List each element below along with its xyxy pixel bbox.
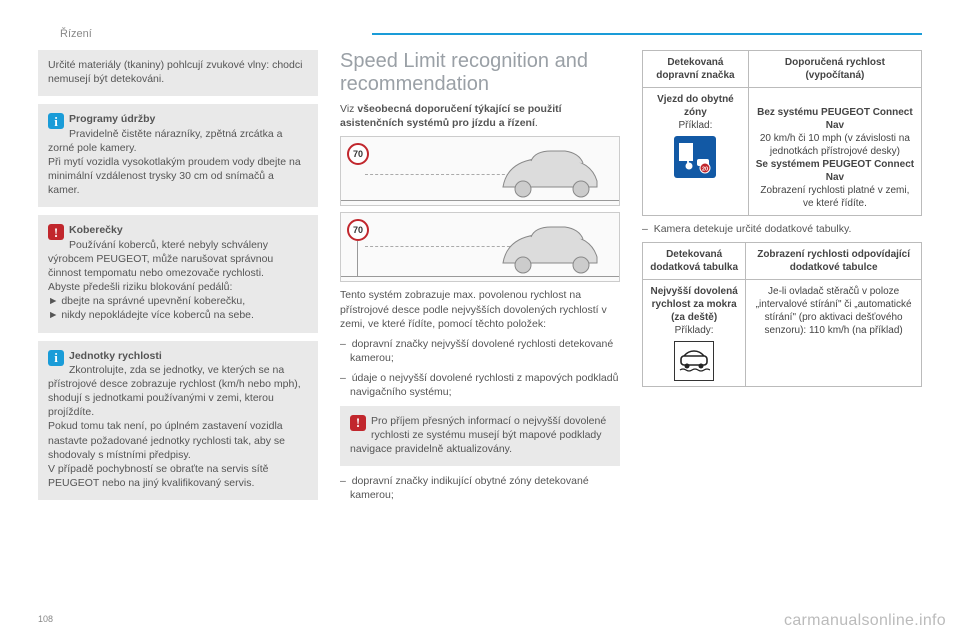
bullet: ► nikdy nepokládejte více koberců na seb… bbox=[48, 309, 254, 321]
list-item: – dopravní značky indikující obytné zóny… bbox=[340, 474, 620, 502]
watermark: carmanualsonline.info bbox=[784, 612, 946, 630]
column-left: Určité materiály (tkaniny) pohlcují zvuk… bbox=[38, 50, 318, 508]
warn-icon: ! bbox=[48, 224, 64, 240]
column-middle: Speed Limit recognition and recommendati… bbox=[340, 50, 620, 508]
list-item: – údaje o nejvyšší dovolené rychlosti z … bbox=[340, 371, 620, 399]
th: Zobrazení rychlosti odpovídající dodatko… bbox=[746, 243, 922, 280]
info-icon: i bbox=[48, 113, 64, 129]
section-heading: Speed Limit recognition and recommendati… bbox=[340, 50, 620, 96]
list-item: – Kamera detekuje určité dodatkové tabul… bbox=[642, 222, 922, 236]
list-item: – dopravní značky nejvyšší dovolené rych… bbox=[340, 337, 620, 365]
td: Vjezd do obytné zóny Příklad: 20 bbox=[643, 88, 749, 216]
figure-pole: 70 bbox=[340, 212, 620, 282]
table-additional-plate: Detekovaná dodatková tabulka Zobrazení r… bbox=[642, 242, 922, 387]
warn-icon: ! bbox=[350, 415, 366, 431]
note-body: Pravidelně čistěte nárazníky, zpětná zrc… bbox=[48, 128, 301, 197]
residential-zone-sign-icon: 20 bbox=[674, 136, 716, 178]
intro-text: Viz všeobecná doporučení týkající se pou… bbox=[340, 102, 620, 130]
th: Doporučená rychlost (vypočítaná) bbox=[748, 51, 921, 88]
car-icon bbox=[495, 143, 605, 199]
car-icon bbox=[495, 219, 605, 275]
wet-road-sign-icon bbox=[674, 341, 714, 381]
td: Je-li ovladač stěračů v poloze „interval… bbox=[746, 280, 922, 387]
note-materials: Určité materiály (tkaniny) pohlcují zvuk… bbox=[38, 50, 318, 96]
page-number: 108 bbox=[38, 614, 53, 624]
speed-sign-icon: 70 bbox=[347, 143, 369, 165]
info-icon: i bbox=[48, 350, 64, 366]
note-text: Určité materiály (tkaniny) pohlcují zvuk… bbox=[48, 59, 302, 85]
svg-text:20: 20 bbox=[702, 167, 708, 173]
td: Bez systému PEUGEOT Connect Nav 20 km/h … bbox=[748, 88, 921, 216]
note-body: Pro příjem přesných informací o nejvyšší… bbox=[350, 415, 606, 455]
figure-camera: 70 bbox=[340, 136, 620, 206]
th: Detekovaná dopravní značka bbox=[643, 51, 749, 88]
column-right: Detekovaná dopravní značka Doporučená ry… bbox=[642, 50, 922, 508]
td: Nejvyšší dovolená rychlost za mokra (za … bbox=[643, 280, 746, 387]
speed-sign-icon: 70 bbox=[347, 219, 369, 241]
note-maintenance: i Programy údržby Pravidelně čistěte nár… bbox=[38, 104, 318, 207]
header-rule bbox=[372, 33, 922, 35]
note-mats: ! Koberečky Používání koberců, které neb… bbox=[38, 215, 318, 332]
bullet: ► dbejte na správné upevnění koberečku, bbox=[48, 295, 245, 307]
table-detected-sign: Detekovaná dopravní značka Doporučená ry… bbox=[642, 50, 922, 216]
section-title: Řízení bbox=[38, 28, 92, 40]
note-maps: ! Pro příjem přesných informací o nejvyš… bbox=[340, 406, 620, 467]
paragraph: Tento systém zobrazuje max. povolenou ry… bbox=[340, 288, 620, 331]
note-body: Zkontrolujte, zda se jednotky, ve kterýc… bbox=[48, 364, 301, 489]
note-title: Programy údržby bbox=[69, 113, 155, 125]
note-units: i Jednotky rychlosti Zkontrolujte, zda s… bbox=[38, 341, 318, 501]
th: Detekovaná dodatková tabulka bbox=[643, 243, 746, 280]
note-title: Jednotky rychlosti bbox=[69, 350, 162, 362]
note-title: Koberečky bbox=[69, 224, 123, 236]
note-body: Používání koberců, které nebyly schválen… bbox=[48, 239, 273, 294]
page-header: Řízení bbox=[38, 28, 922, 40]
